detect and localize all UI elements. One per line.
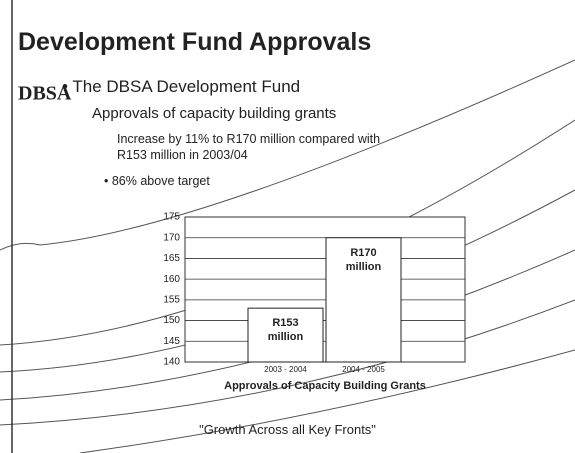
- y-tick-label: 170: [163, 232, 180, 243]
- x-tick-label: 2003 - 2004: [264, 365, 307, 374]
- y-tick-label: 155: [163, 294, 180, 305]
- footer: "Growth Across all Key Fronts": [199, 422, 376, 437]
- y-tick-label: 145: [163, 336, 180, 347]
- x-axis-label: Approvals of Capacity Building Grants: [224, 380, 426, 392]
- bar: [325, 237, 402, 363]
- x-tick-label: 2004 - 2005: [342, 365, 385, 374]
- bar: [247, 307, 324, 363]
- bullet-text: The DBSA Development Fund: [72, 77, 301, 96]
- bullet-text: Increase by 11% to R170 million compared…: [117, 132, 381, 162]
- y-tick-label: 160: [163, 274, 180, 285]
- bullet: • The DBSA Development Fund: [62, 77, 301, 96]
- y-tick-label: 165: [163, 253, 180, 264]
- logo: DBSA: [18, 83, 72, 105]
- value-label: R153 million: [267, 317, 304, 344]
- plot-area: [184, 216, 466, 363]
- y-tick-label: 150: [163, 315, 180, 326]
- y-tick-label: 175: [163, 212, 180, 223]
- value-label: R170 million: [345, 246, 382, 273]
- y-tick-label: 140: [163, 357, 180, 368]
- bullet-text: 86% above target: [111, 174, 210, 188]
- title: Development Fund Approvals: [18, 28, 372, 56]
- bullet-text: Approvals of capacity building grants: [92, 105, 337, 122]
- bullet: • 86% above target: [104, 174, 210, 188]
